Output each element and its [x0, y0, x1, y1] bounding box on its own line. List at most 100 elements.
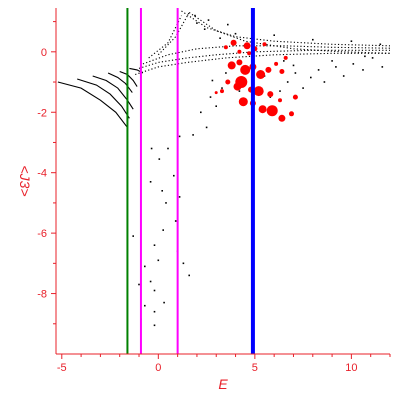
- highlight-point: [278, 114, 286, 122]
- y-axis-title: <J3>: [17, 165, 33, 196]
- plot-area: [57, 8, 390, 354]
- highlight-point: [289, 111, 294, 117]
- data-point: [362, 69, 364, 71]
- highlight-point: [266, 105, 278, 117]
- highlight-point: [238, 97, 248, 107]
- highlight-point: [243, 42, 251, 50]
- data-point: [196, 22, 198, 24]
- data-point: [323, 81, 326, 83]
- data-point: [163, 301, 165, 304]
- curve-trace: [142, 45, 390, 65]
- data-point: [161, 190, 163, 192]
- highlight-point: [227, 61, 236, 70]
- x-tick-label: 10: [345, 362, 357, 374]
- highlight-point: [214, 91, 218, 95]
- data-point: [381, 66, 384, 68]
- data-point: [331, 60, 333, 62]
- y-tick-label: -8: [37, 289, 47, 301]
- data-point: [221, 87, 223, 89]
- data-point: [283, 60, 285, 62]
- data-point: [158, 158, 161, 160]
- curve-trace: [138, 49, 390, 69]
- data-point: [310, 76, 312, 79]
- data-point: [294, 72, 297, 74]
- data-point: [200, 111, 202, 114]
- data-point: [234, 32, 237, 35]
- y-tick-label: -2: [37, 107, 47, 119]
- y-ticks: 0 -2 -4 -6 -8: [37, 21, 56, 325]
- data-point: [207, 19, 210, 21]
- data-point: [178, 196, 181, 198]
- data-point: [194, 14, 196, 17]
- y-tick-label: -6: [37, 228, 47, 240]
- data-point: [279, 90, 281, 92]
- curve-trace: [181, 10, 390, 47]
- data-point: [292, 64, 295, 67]
- highlight-point: [247, 51, 252, 56]
- highlight-point: [258, 105, 267, 114]
- highlight-point: [283, 55, 288, 60]
- data-point: [205, 126, 208, 129]
- data-point: [352, 63, 355, 65]
- data-point: [165, 202, 167, 204]
- highlight-point: [237, 49, 242, 54]
- curve-trace: [57, 81, 128, 128]
- data-point: [150, 147, 153, 150]
- data-point: [286, 81, 289, 83]
- data-point: [149, 181, 152, 183]
- data-point: [203, 28, 206, 30]
- data-point: [364, 55, 366, 58]
- curve-trace: [157, 12, 190, 56]
- highlight-point: [292, 94, 298, 100]
- data-point: [215, 105, 217, 107]
- x-axis-title: E: [218, 376, 228, 392]
- data-point: [219, 37, 221, 39]
- highlight-point: [220, 89, 224, 94]
- highlight-point: [223, 45, 228, 50]
- data-point: [192, 134, 194, 136]
- data-point: [132, 235, 134, 237]
- data-point: [162, 229, 164, 231]
- data-point: [317, 69, 320, 71]
- highlight-point: [265, 66, 272, 73]
- data-point: [227, 23, 229, 26]
- data-point: [211, 79, 214, 82]
- data-point: [342, 75, 345, 77]
- data-point: [312, 38, 314, 41]
- curve-trace: [119, 70, 138, 87]
- data-point: [149, 280, 152, 283]
- highlight-point: [253, 86, 264, 97]
- data-point: [182, 262, 185, 265]
- data-point: [144, 304, 146, 307]
- curve-trace: [92, 75, 134, 110]
- y-tick-label: -4: [37, 168, 47, 180]
- highlight-point: [267, 91, 274, 98]
- data-point: [173, 174, 175, 177]
- data-point: [371, 57, 374, 59]
- highlight-point: [274, 61, 279, 66]
- data-point: [157, 259, 160, 262]
- highlight-point: [225, 79, 231, 85]
- highlight-point: [256, 70, 266, 79]
- y-tick-label: 0: [41, 47, 47, 59]
- highlight-point: [278, 98, 282, 103]
- data-point: [188, 274, 190, 277]
- curve-trace: [135, 52, 390, 76]
- data-point: [273, 34, 275, 36]
- highlight-point: [230, 39, 237, 46]
- highlight-point: [236, 59, 243, 66]
- highlight-point: [235, 76, 248, 88]
- data-point: [174, 220, 177, 222]
- data-point: [138, 283, 140, 286]
- data-point: [153, 310, 156, 313]
- axes: -5 0 5 10 0 -2 -4 -6 -8: [37, 8, 391, 374]
- highlight-point: [240, 64, 251, 75]
- data-point: [238, 90, 241, 92]
- data-point: [269, 96, 272, 98]
- data-point: [178, 135, 181, 138]
- data-point: [153, 324, 156, 327]
- x-tick-label: 5: [252, 362, 258, 374]
- data-point: [153, 289, 156, 292]
- data-point: [167, 147, 169, 150]
